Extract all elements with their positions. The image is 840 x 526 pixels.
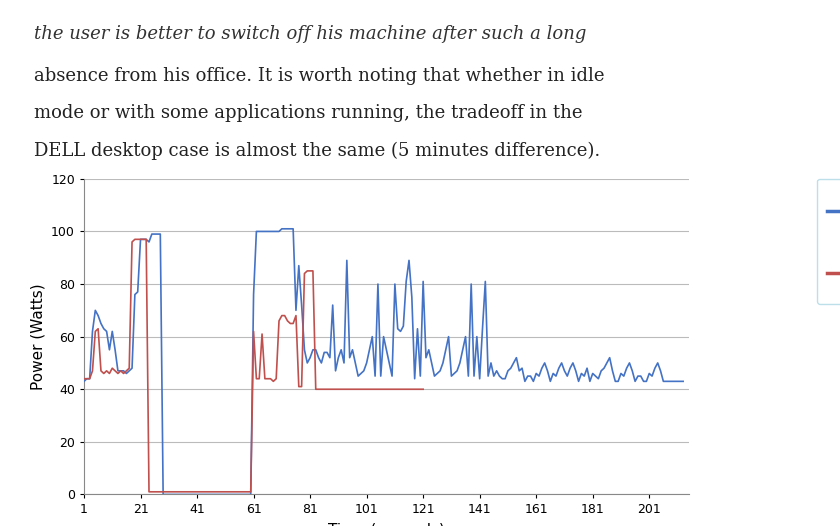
- Legend: DELL
DESKTOP
HIBERNATE, DELL
DESKTOP
SLEEP: DELL DESKTOP HIBERNATE, DELL DESKTOP SLE…: [817, 179, 840, 304]
- Text: mode or with some applications running, the tradeoff in the: mode or with some applications running, …: [34, 104, 582, 123]
- Text: the user is better to switch off his machine after such a long: the user is better to switch off his mac…: [34, 25, 586, 43]
- Y-axis label: Power (Watts): Power (Watts): [30, 284, 45, 390]
- Text: DELL desktop case is almost the same (5 minutes difference).: DELL desktop case is almost the same (5 …: [34, 141, 600, 159]
- X-axis label: Time (seconds): Time (seconds): [328, 522, 445, 526]
- Text: absence from his office. It is worth noting that whether in idle: absence from his office. It is worth not…: [34, 67, 604, 85]
